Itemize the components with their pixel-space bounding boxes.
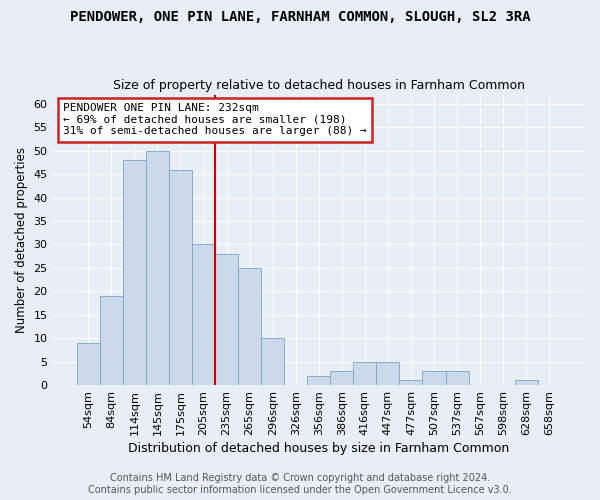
- Bar: [446, 371, 469, 385]
- Bar: [238, 268, 261, 385]
- Y-axis label: Number of detached properties: Number of detached properties: [15, 147, 28, 333]
- Bar: [376, 362, 400, 385]
- Bar: [215, 254, 238, 385]
- Bar: [353, 362, 376, 385]
- Bar: [100, 296, 123, 385]
- Bar: [77, 343, 100, 385]
- Bar: [422, 371, 446, 385]
- Title: Size of property relative to detached houses in Farnham Common: Size of property relative to detached ho…: [113, 79, 525, 92]
- Bar: [330, 371, 353, 385]
- Text: Contains HM Land Registry data © Crown copyright and database right 2024.
Contai: Contains HM Land Registry data © Crown c…: [88, 474, 512, 495]
- Text: PENDOWER, ONE PIN LANE, FARNHAM COMMON, SLOUGH, SL2 3RA: PENDOWER, ONE PIN LANE, FARNHAM COMMON, …: [70, 10, 530, 24]
- X-axis label: Distribution of detached houses by size in Farnham Common: Distribution of detached houses by size …: [128, 442, 509, 455]
- Bar: [123, 160, 146, 385]
- Text: PENDOWER ONE PIN LANE: 232sqm
← 69% of detached houses are smaller (198)
31% of : PENDOWER ONE PIN LANE: 232sqm ← 69% of d…: [63, 104, 367, 136]
- Bar: [192, 244, 215, 385]
- Bar: [261, 338, 284, 385]
- Bar: [400, 380, 422, 385]
- Bar: [307, 376, 330, 385]
- Bar: [169, 170, 192, 385]
- Bar: [146, 151, 169, 385]
- Bar: [515, 380, 538, 385]
